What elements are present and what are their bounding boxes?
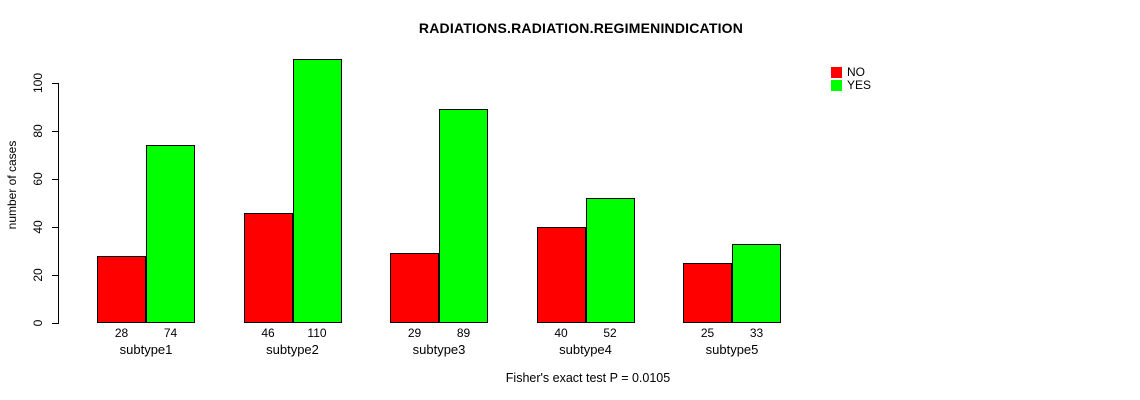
bar-subtype4-no [536,227,586,323]
y-tick-mark [52,131,59,132]
y-tick-mark [52,227,59,228]
category-label-subtype4: subtype4 [559,342,612,357]
legend-label: NO [847,65,865,79]
y-axis-line [58,83,59,324]
legend-label: YES [847,78,872,92]
bar-subtype1-no [97,255,146,323]
y-tick-mark [52,323,59,324]
bar-value-label: 29 [407,326,422,340]
bar-value-label: 46 [261,326,275,340]
category-label-subtype1: subtype1 [119,342,173,357]
bar-value-label: 40 [554,326,568,340]
y-tick-label: 40 [31,220,45,234]
bar-subtype3-yes [439,109,488,323]
y-tick-mark [52,179,59,180]
y-tick-label: 0 [31,319,45,327]
category-label-subtype2: subtype2 [266,342,319,357]
bar-subtype5-no [683,263,732,323]
y-tick-mark [52,83,59,84]
legend-item-no: NO [831,66,871,79]
bar-value-label: 52 [603,326,617,340]
fisher-test-note: Fisher's exact test P = 0.0105 [505,371,671,385]
bar-value-label: 25 [700,326,715,340]
bar-subtype4-yes [585,198,635,323]
bar-subtype3-no [390,253,439,323]
y-tick-label: 100 [31,72,45,94]
bar-value-label: 74 [163,326,178,340]
bar-value-label: 89 [456,326,471,340]
bar-subtype5-yes [732,243,781,323]
bar-subtype2-yes [292,59,342,323]
bar-value-label: 110 [307,326,327,340]
category-label-subtype3: subtype3 [412,342,466,357]
legend-item-yes: YES [831,79,871,92]
legend-swatch-yes [831,80,842,91]
legend: NO YES [831,66,871,92]
y-tick-label: 80 [31,124,45,138]
bar-value-label: 33 [749,326,764,340]
chart-title: RADIATIONS.RADIATION.REGIMENINDICATION [418,20,744,36]
category-label-subtype5: subtype5 [705,342,759,357]
y-axis-label: number of cases [5,140,19,230]
y-tick-mark [52,275,59,276]
bar-subtype2-no [243,212,293,323]
legend-swatch-no [831,67,842,78]
bar-value-label: 28 [114,326,129,340]
y-tick-label: 20 [31,268,45,282]
y-tick-label: 60 [31,172,45,186]
bar-subtype1-yes [146,145,195,323]
